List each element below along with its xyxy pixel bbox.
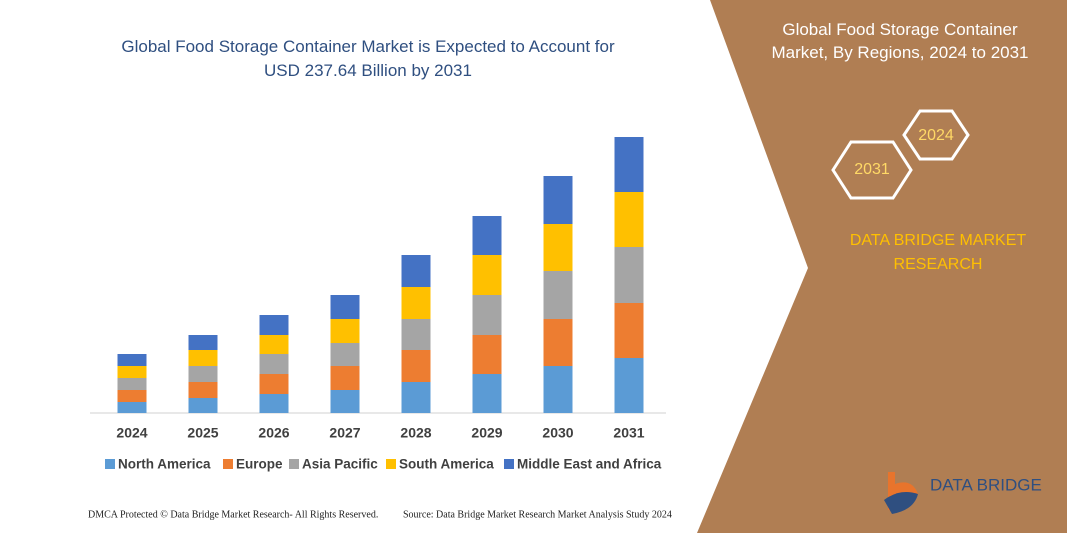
hexagon <box>831 140 913 200</box>
legend-label: North America <box>118 457 211 472</box>
bar-segment <box>472 255 502 295</box>
bar-segment <box>401 287 431 319</box>
bar-segment <box>401 319 431 350</box>
bar-segment <box>188 366 218 382</box>
bar-segment <box>543 176 573 224</box>
logo-mark <box>884 492 918 514</box>
x-tick-label: 2029 <box>471 425 502 441</box>
legend-swatch <box>223 459 233 469</box>
x-tick-label: 2031 <box>613 425 644 441</box>
x-tick-label: 2024 <box>116 425 147 441</box>
hexagon <box>902 109 970 161</box>
chart-title: Global Food Storage Container Market is … <box>121 37 615 80</box>
bar-segment <box>117 390 147 402</box>
bar-segment <box>188 382 218 398</box>
bar-segment <box>117 366 147 378</box>
bar-segment <box>188 335 218 350</box>
legend-swatch <box>289 459 299 469</box>
bar-segment <box>543 271 573 319</box>
bar-segment <box>117 354 147 366</box>
bar-segment <box>259 394 289 413</box>
bar-segment <box>259 374 289 394</box>
bar-segment <box>614 247 644 303</box>
bar-segment <box>330 390 360 413</box>
bar-segment <box>117 378 147 390</box>
x-tick-label: 2025 <box>187 425 218 441</box>
bar-segment <box>543 366 573 413</box>
legend-label: South America <box>399 457 494 472</box>
legend-label: Middle East and Africa <box>517 457 662 472</box>
bar-segment <box>188 398 218 413</box>
bar-segment <box>330 319 360 343</box>
legend-swatch <box>105 459 115 469</box>
bar-segment <box>543 224 573 271</box>
bar-segment <box>543 319 573 366</box>
bar-segment <box>614 303 644 358</box>
bar-segment <box>330 366 360 390</box>
bar-segment <box>188 350 218 366</box>
legend-swatch <box>504 459 514 469</box>
x-tick-label: 2030 <box>542 425 573 441</box>
x-tick-label: 2026 <box>258 425 289 441</box>
bar-segment <box>401 255 431 287</box>
legend-label: Europe <box>236 457 283 472</box>
footer-right: Source: Data Bridge Market Research Mark… <box>403 509 672 520</box>
legend-swatch <box>386 459 396 469</box>
bar-segment <box>472 335 502 374</box>
x-tick-label: 2027 <box>329 425 360 441</box>
x-tick-label: 2028 <box>400 425 431 441</box>
bar-segment <box>614 358 644 413</box>
footer-left: DMCA Protected © Data Bridge Market Rese… <box>88 509 378 520</box>
legend-label: Asia Pacific <box>302 457 378 472</box>
hex-label: 2024 <box>918 127 954 144</box>
bar-segment <box>401 382 431 413</box>
logo-text: DATA BRIDGE <box>930 475 1042 494</box>
bar-segment <box>401 350 431 382</box>
hex-label: 2031 <box>854 161 890 178</box>
bar-segment <box>614 192 644 247</box>
bar-segment <box>117 402 147 413</box>
panel-title: Global Food Storage Container Market, By … <box>771 20 1028 62</box>
bar-segment <box>259 354 289 374</box>
bar-segment <box>330 343 360 366</box>
bar-segment <box>259 335 289 354</box>
bar-segment <box>472 295 502 335</box>
brand-text: DATA BRIDGE MARKET RESEARCH <box>850 232 1027 273</box>
bar-segment <box>330 295 360 319</box>
bar-segment <box>614 137 644 192</box>
bar-segment <box>472 374 502 413</box>
side-panel <box>697 0 1067 533</box>
bar-segment <box>259 315 289 335</box>
bar-segment <box>472 216 502 255</box>
